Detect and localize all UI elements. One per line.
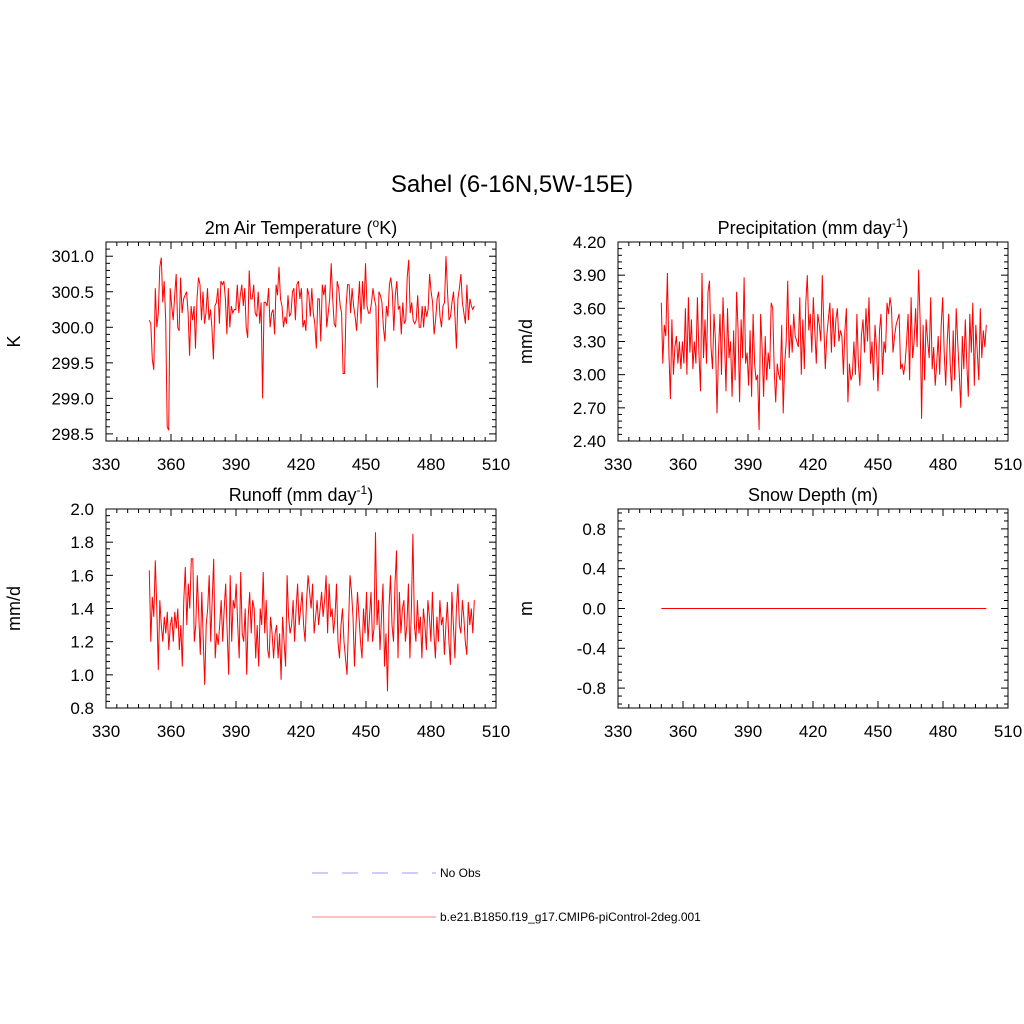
panel-title: Precipitation (mm day-1)	[718, 216, 909, 238]
legend: No Obs b.e21.B1850.f19_g17.CMIP6-piContr…	[312, 866, 701, 924]
x-tick-label: 480	[417, 455, 445, 474]
y-tick-label: 0.4	[582, 560, 606, 579]
x-tick-label: 330	[92, 455, 120, 474]
y-tick-label: 299.5	[51, 354, 94, 373]
y-tick-label: 4.20	[573, 233, 606, 252]
y-axis-label: K	[4, 335, 24, 347]
x-tick-label: 420	[287, 455, 315, 474]
y-tick-label: 1.6	[70, 566, 94, 585]
y-tick-label: 3.30	[573, 333, 606, 352]
x-tick-label: 390	[222, 722, 250, 741]
panel-title: 2m Air Temperature (oK)	[205, 216, 397, 238]
x-tick-label: 420	[799, 722, 827, 741]
y-tick-label: 1.8	[70, 533, 94, 552]
x-tick-label: 360	[157, 455, 185, 474]
figure-title: Sahel (6-16N,5W-15E)	[391, 171, 633, 198]
y-tick-label: -0.4	[577, 639, 606, 658]
x-tick-label: 450	[352, 722, 380, 741]
y-tick-label: 299.0	[51, 389, 94, 408]
x-tick-label: 330	[604, 455, 632, 474]
x-tick-label: 510	[994, 455, 1022, 474]
series-line	[148, 532, 475, 692]
plot-frame	[105, 241, 497, 442]
x-tick-label: 510	[994, 722, 1022, 741]
x-tick-label: 510	[482, 722, 510, 741]
y-tick-label: 0.8	[70, 699, 94, 718]
y-tick-label: 2.70	[573, 399, 606, 418]
x-tick-label: 360	[669, 455, 697, 474]
x-tick-label: 510	[482, 455, 510, 474]
y-tick-label: 1.4	[70, 600, 94, 619]
y-tick-label: 0.8	[582, 520, 606, 539]
x-tick-label: 480	[929, 722, 957, 741]
y-tick-label: 0.0	[582, 600, 606, 619]
x-tick-label: 450	[864, 722, 892, 741]
x-tick-label: 360	[669, 722, 697, 741]
panel-title: Snow Depth (m)	[748, 485, 878, 505]
y-tick-label: -0.8	[577, 679, 606, 698]
y-tick-label: 1.0	[70, 666, 94, 685]
y-tick-label: 300.0	[51, 318, 94, 337]
legend-model-label: b.e21.B1850.f19_g17.CMIP6-piControl-2deg…	[440, 910, 701, 924]
x-tick-label: 390	[734, 455, 762, 474]
y-axis-label: mm/d	[516, 319, 536, 364]
x-tick-label: 450	[864, 455, 892, 474]
x-tick-label: 450	[352, 455, 380, 474]
y-tick-label: 300.5	[51, 283, 94, 302]
x-tick-label: 330	[92, 722, 120, 741]
panel-2: 330 360 390 420 450 480 510 2.40 2.70 3.00 3.30 3.6…	[516, 216, 1022, 474]
x-tick-label: 480	[417, 722, 445, 741]
y-axis-label: mm/d	[4, 586, 24, 631]
x-tick-label: 390	[734, 722, 762, 741]
x-tick-label: 390	[222, 455, 250, 474]
panel-3: 330 360 390 420 450 480 510 0.8 1.0 1.2 1.4 1.6 1.8 2…	[4, 483, 510, 741]
x-tick-label: 360	[157, 722, 185, 741]
panel-title: Runoff (mm day-1)	[229, 483, 373, 505]
x-tick-label: 480	[929, 455, 957, 474]
y-tick-label: 2.40	[573, 432, 606, 451]
panel-1: 330 360 390 420 450 480 510 298.5 299.0 299.5 300.…	[4, 216, 510, 474]
y-axis-label: m	[516, 601, 536, 616]
y-tick-label: 298.5	[51, 425, 94, 444]
legend-no-obs-label: No Obs	[440, 866, 481, 880]
y-tick-label: 3.60	[573, 299, 606, 318]
panel-4: 330 360 390 420 450 480 510 -0.8 -0.4 0.0 0.4 0.8 m S…	[516, 485, 1022, 741]
y-tick-label: 1.2	[70, 633, 94, 652]
series-line	[148, 256, 475, 431]
y-tick-label: 3.90	[573, 266, 606, 285]
x-tick-label: 420	[287, 722, 315, 741]
series-line	[660, 269, 987, 430]
y-tick-label: 301.0	[51, 247, 94, 266]
x-tick-label: 330	[604, 722, 632, 741]
x-tick-label: 420	[799, 455, 827, 474]
y-tick-label: 3.00	[573, 366, 606, 385]
y-tick-label: 2.0	[70, 500, 94, 519]
